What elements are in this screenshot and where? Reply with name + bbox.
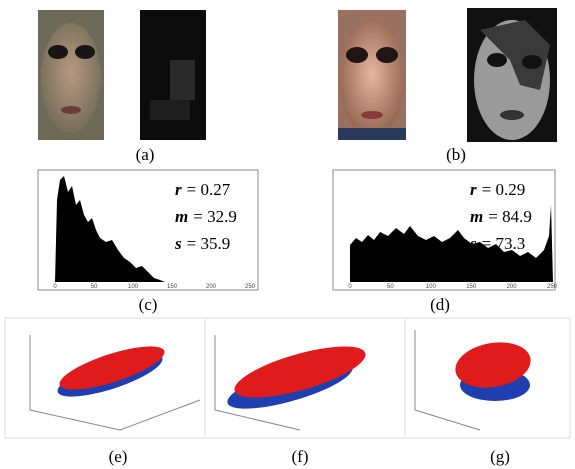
page: (a)(b)(c)050100150200250r= 0.27m= 32.9s=… <box>0 0 575 469</box>
panel-label: (f) <box>292 447 309 466</box>
stat-value: = 0.29 <box>482 180 526 199</box>
panel-label: (a) <box>136 145 155 164</box>
panel-label: (e) <box>109 447 128 466</box>
stat-value: = 73.3 <box>482 234 526 253</box>
x-tick-label: 100 <box>426 284 437 290</box>
stat-symbol: m <box>470 207 483 226</box>
stat-symbol: s <box>174 234 182 253</box>
face-image-b <box>338 10 406 140</box>
map-image-b <box>467 8 557 142</box>
stat-value: = 84.9 <box>488 207 532 226</box>
scatter-g <box>405 318 570 438</box>
x-tick-label: 250 <box>547 284 558 290</box>
stat-symbol: r <box>175 180 182 199</box>
map-image-a <box>140 10 206 140</box>
x-tick-label: 200 <box>507 284 518 290</box>
figure: (a)(b)(c)050100150200250r= 0.27m= 32.9s=… <box>0 0 575 469</box>
x-tick-label: 150 <box>167 284 178 290</box>
x-tick-label: 50 <box>387 284 394 290</box>
x-tick-label: 150 <box>466 284 477 290</box>
panel-label: (g) <box>490 447 510 466</box>
stat-symbol: s <box>469 234 477 253</box>
x-tick-label: 100 <box>128 284 139 290</box>
scatter-e <box>5 318 205 438</box>
x-tick-label: 50 <box>91 284 98 290</box>
stat: m = 84.9 <box>470 207 532 226</box>
panel-label: (d) <box>430 295 450 314</box>
stat-symbol: r <box>470 180 477 199</box>
stat: m = 32.9 <box>175 207 237 226</box>
scatter-f <box>205 318 405 438</box>
panel-label: (c) <box>139 295 158 314</box>
x-tick-label: 250 <box>245 284 256 290</box>
stat-symbol: m <box>175 207 188 226</box>
panel-label: (b) <box>446 145 466 164</box>
stat-value: = 35.9 <box>187 234 231 253</box>
stat-value: = 32.9 <box>193 207 237 226</box>
stat-value: = 0.27 <box>187 180 231 199</box>
x-tick-label: 200 <box>206 284 217 290</box>
face-image-a <box>38 10 104 140</box>
